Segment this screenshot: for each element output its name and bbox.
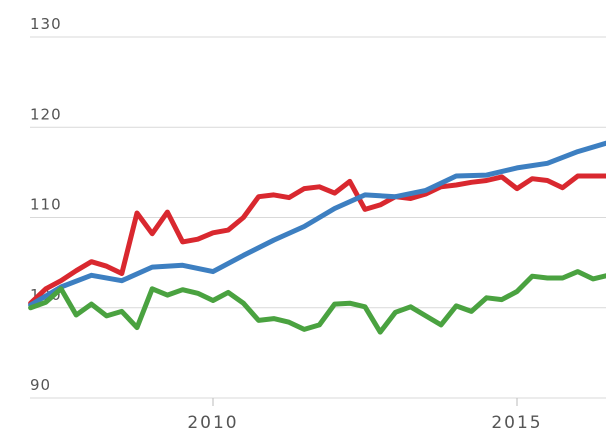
y-tick-label-110: 110 [30, 196, 62, 214]
x-tick-label-2010: 2010 [187, 413, 238, 433]
series-lines [28, 140, 606, 335]
x-tick-label-2015: 2015 [491, 413, 542, 433]
y-tick-label-130: 130 [30, 15, 62, 33]
y-tick-label-120: 120 [30, 105, 62, 123]
green-series-line [28, 269, 606, 335]
x-axis-tick-labels: 2010 2015 [187, 398, 542, 433]
red-series-line [28, 173, 606, 306]
y-tick-label-90: 90 [30, 376, 51, 394]
blue-series-line [28, 140, 606, 308]
